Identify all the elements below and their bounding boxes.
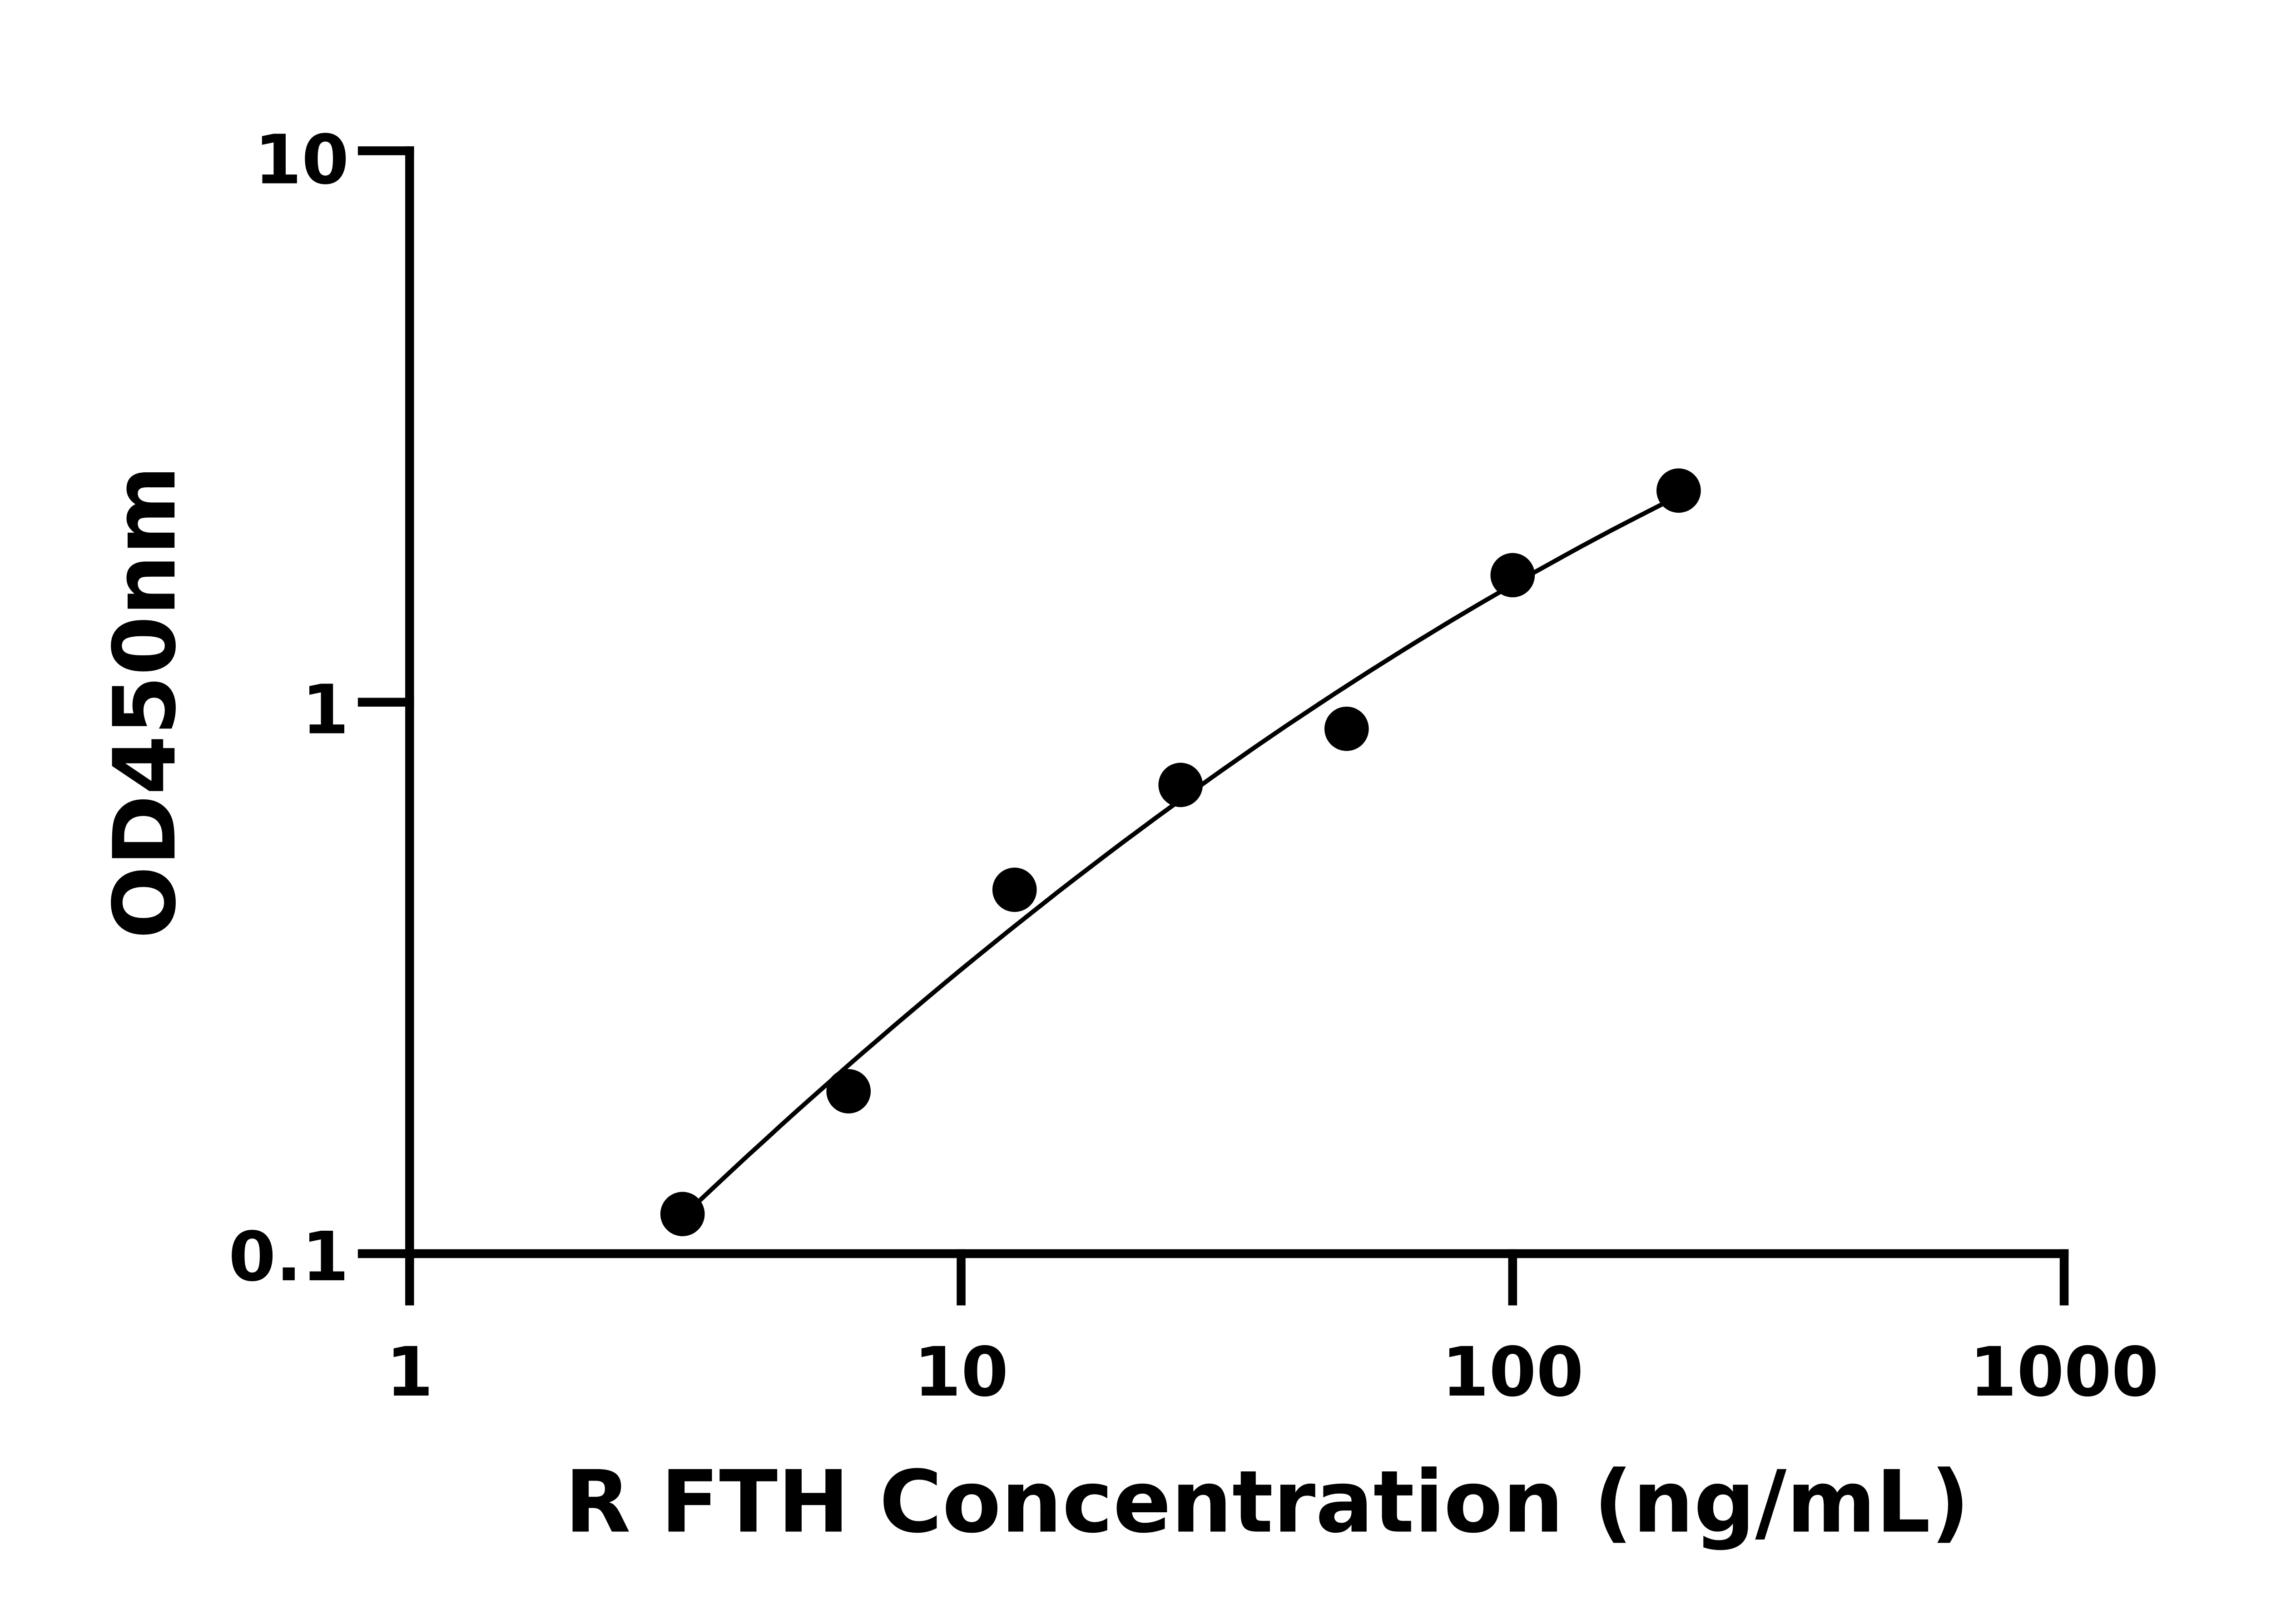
data-point xyxy=(1158,762,1203,807)
data-point xyxy=(826,1069,871,1114)
axes xyxy=(357,146,2069,1306)
y-axis-label: OD450nm xyxy=(95,465,195,939)
data-point xyxy=(660,1192,705,1237)
data-point xyxy=(1656,468,1701,513)
x-tick-label: 10 xyxy=(914,1333,1008,1412)
tick-labels: 1 10 100 1000 0.1 1 10 xyxy=(228,121,2159,1412)
y-tick-label: 0.1 xyxy=(228,1218,349,1297)
data-point xyxy=(1324,706,1369,751)
x-tick-label: 1 xyxy=(386,1333,433,1412)
y-tick-label: 10 xyxy=(254,121,349,200)
x-tick-label: 100 xyxy=(1442,1333,1584,1412)
data-point xyxy=(992,867,1037,912)
data-points xyxy=(660,468,1701,1237)
x-axis-label: R FTH Concentration (ng/mL) xyxy=(565,1452,1969,1552)
fit-curve xyxy=(681,502,1663,1218)
data-point xyxy=(1490,553,1535,598)
y-tick-label: 1 xyxy=(302,671,349,750)
x-tick-label: 1000 xyxy=(1969,1333,2159,1412)
